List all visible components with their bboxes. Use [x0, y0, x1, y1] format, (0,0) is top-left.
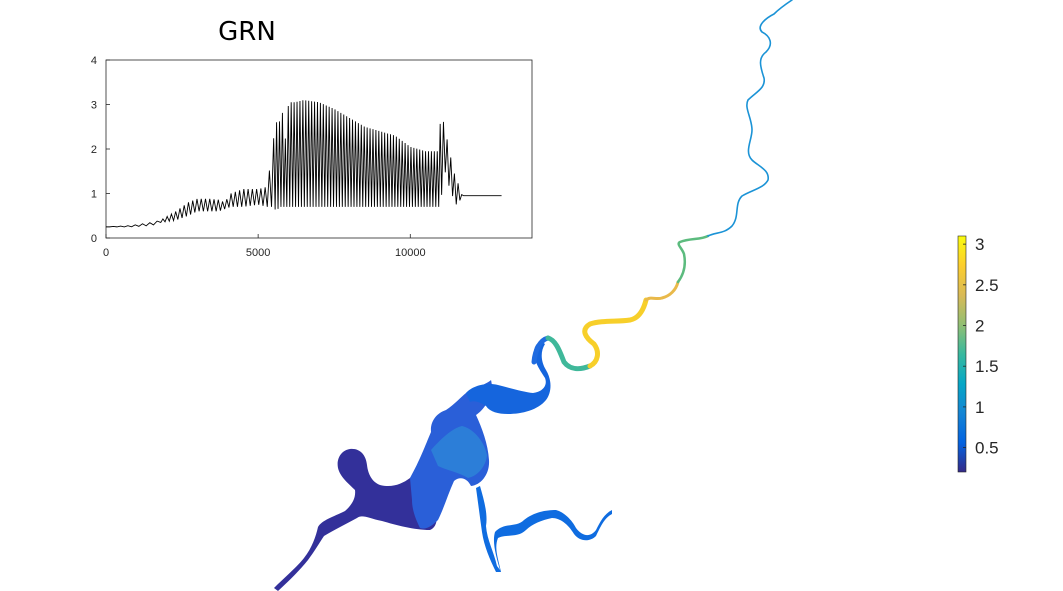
- colorbar-tick-label: 2.5: [975, 276, 999, 295]
- estuary-upper-reach: [466, 341, 551, 414]
- estuary-basin-light: [431, 426, 487, 478]
- y-tick-label: 2: [91, 144, 97, 156]
- inset-plot-area: [105, 59, 533, 239]
- colorbar-tick-label: 3: [975, 235, 984, 254]
- meander-greenish: [676, 234, 710, 284]
- colorbar-tick-label: 0.5: [975, 439, 999, 458]
- y-tick-label: 3: [91, 100, 97, 112]
- x-tick-label: 5000: [246, 247, 270, 259]
- estuary-lower-channel: [274, 448, 438, 591]
- upstream-river: [707, 0, 793, 237]
- colorbar: 0.5 1 1.5 2 2.5 3: [957, 235, 999, 473]
- series-line: [106, 100, 502, 228]
- colorbar-tick-label: 1.5: [975, 357, 999, 376]
- meander-yellow: [582, 297, 649, 369]
- inset-chart: GRN 0 5000 10000 0 1 2 3 4: [91, 17, 533, 259]
- south-tributary: [476, 486, 612, 572]
- meander-green: [545, 335, 593, 372]
- colorbar-gradient: [957, 235, 967, 473]
- x-axis: 0 5000 10000: [103, 234, 426, 259]
- colorbar-tick-label: 1: [975, 398, 984, 417]
- y-axis: 0 1 2 3 4: [91, 55, 110, 245]
- colorbar-ticks: 0.5 1 1.5 2 2.5 3: [963, 235, 999, 458]
- colorbar-tick-label: 2: [975, 317, 984, 336]
- data-series: [106, 100, 502, 228]
- y-tick-label: 1: [91, 189, 97, 201]
- meander-orange: [644, 280, 680, 302]
- y-tick-label: 0: [91, 233, 97, 245]
- x-tick-label: 10000: [395, 247, 426, 259]
- chart-title: GRN: [218, 17, 276, 47]
- x-tick-label: 0: [103, 247, 109, 259]
- river-map: [274, 0, 793, 591]
- y-tick-label: 4: [91, 55, 97, 67]
